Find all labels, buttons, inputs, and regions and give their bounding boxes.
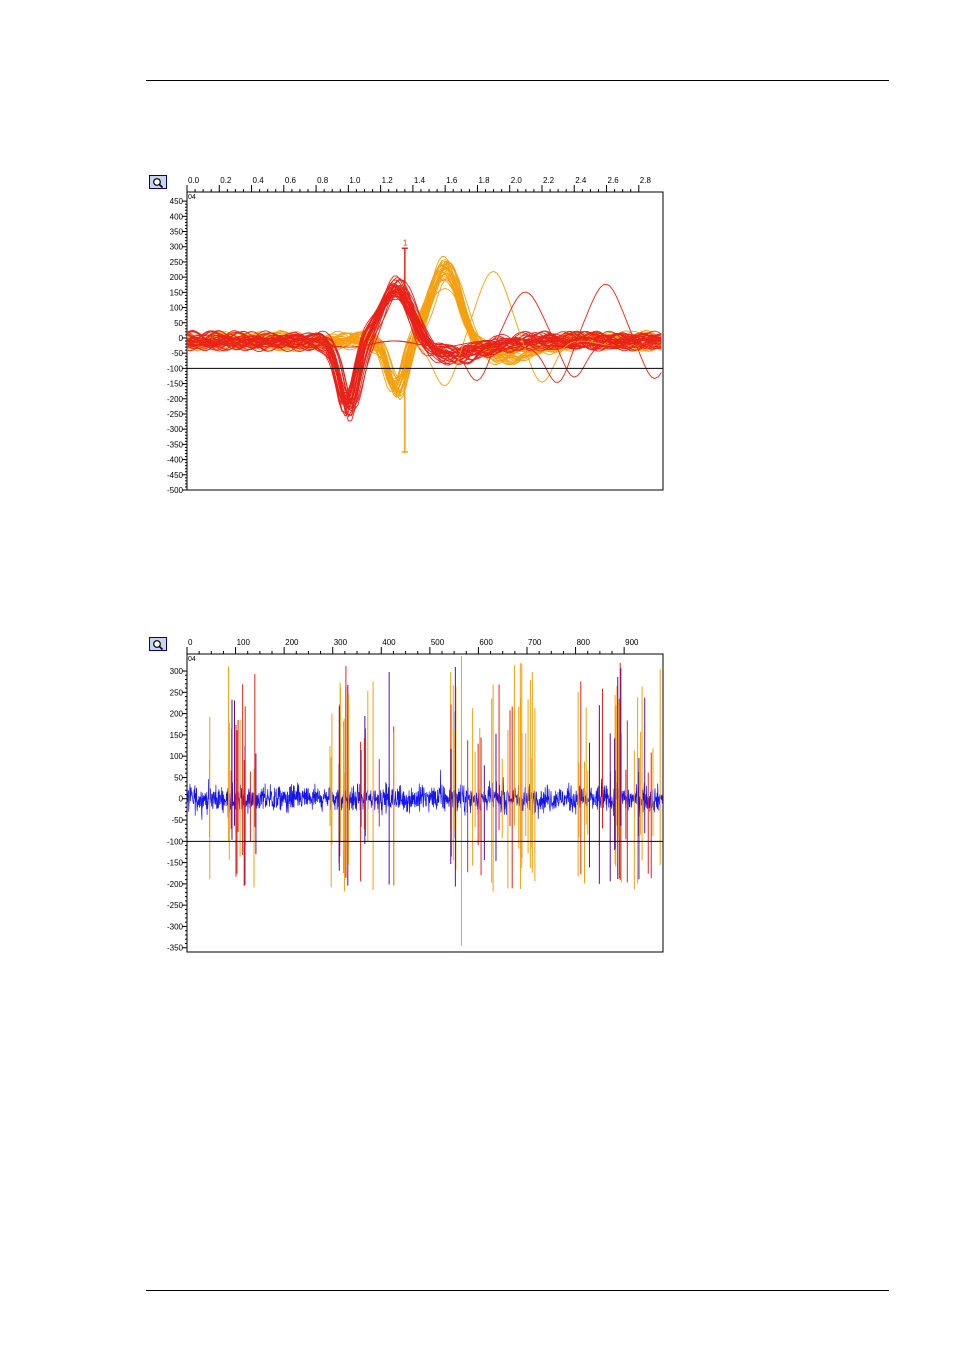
x-tick-label: 0.6 (285, 176, 297, 185)
x-tick-label: 100 (237, 638, 251, 647)
y-tick-label: -50 (171, 349, 183, 358)
y-tick-label: 200 (170, 273, 184, 282)
y-tick-label: 250 (170, 258, 184, 267)
y-tick-label: 300 (170, 243, 184, 252)
y-tick-label: 50 (174, 319, 183, 328)
x-tick-label: 900 (625, 638, 639, 647)
y-tick-label: -200 (167, 395, 184, 404)
x-tick-label: 600 (479, 638, 493, 647)
y-tick-label: -50 (171, 816, 183, 825)
y-tick-label: -100 (167, 364, 184, 373)
y-tick-label: -150 (167, 380, 184, 389)
x-tick-label: 800 (577, 638, 591, 647)
y-tick-label: -200 (167, 880, 184, 889)
magnifier-icon (153, 640, 164, 651)
x-tick-label: 200 (285, 638, 299, 647)
waveform-unit1 (187, 293, 662, 404)
waveform-unit1 (187, 295, 662, 404)
y-tick-label: 450 (170, 197, 184, 206)
magnifier-icon (153, 178, 164, 189)
raw-trace-chart: 0 100 200 300 400 500 600 700 800 900300250200150… (167, 638, 664, 953)
y-tick-label: 150 (170, 731, 184, 740)
zoom-button-1[interactable] (149, 175, 167, 189)
y-tick-label: -300 (167, 425, 184, 434)
y-tick-label: 100 (170, 304, 184, 313)
raw-trace-panel: 0 100 200 300 400 500 600 700 800 900 300 250 200 150… (140, 632, 680, 967)
y-tick-label: 250 (170, 688, 184, 697)
x-tick-label: 700 (528, 638, 542, 647)
waveform-group (187, 255, 662, 422)
x-tick-label: 1.8 (478, 176, 490, 185)
y-tick-label: 150 (170, 288, 184, 297)
corner-label: 04 (188, 656, 196, 663)
y-tick-label: -350 (167, 440, 184, 449)
y-tick-label: 0 (179, 334, 184, 343)
y-tick-label: 300 (170, 667, 184, 676)
x-tick-label: 1.6 (446, 176, 458, 185)
y-tick-label: -250 (167, 901, 184, 910)
y-tick-label: 0 (179, 795, 184, 804)
waveform-unit1 (187, 291, 662, 398)
x-tick-label: 1.4 (414, 176, 426, 185)
x-tick-label: 400 (382, 638, 396, 647)
y-tick-label: -100 (167, 837, 184, 846)
x-tick-label: 500 (431, 638, 445, 647)
y-tick-label: 100 (170, 752, 184, 761)
noise-trace (187, 769, 663, 820)
waveform-panel: 0.0 0.2 0.4 0.6 0.8 1.0 1.2 1.4 1.6 1.8 2.0 2.2 2.4 2… (140, 170, 680, 505)
y-tick-label: 200 (170, 710, 184, 719)
x-tick-label: 2.0 (511, 176, 523, 185)
waveform-outlier (187, 291, 662, 381)
x-tick-label: 1.2 (382, 176, 394, 185)
y-tick-label: -150 (167, 859, 184, 868)
x-tick-label: 1.0 (349, 176, 361, 185)
y-tick-label: -400 (167, 456, 184, 465)
zoom-button-2[interactable] (149, 637, 167, 651)
y-tick-label: -350 (167, 944, 184, 953)
header-rule (146, 80, 889, 81)
x-tick-label: 2.2 (543, 176, 555, 185)
x-tick-label: 0.8 (317, 176, 329, 185)
y-tick-label: -450 (167, 471, 184, 480)
x-tick-label: 0.2 (220, 176, 232, 185)
y-tick-label: 50 (174, 773, 183, 782)
y-tick-label: -250 (167, 410, 184, 419)
spike-waveform-chart: 0.0 0.2 0.4 0.6 0.8 1.0 1.2 1.4 1.6 1.8 2.0 2.2 2.4 2… (167, 176, 664, 495)
x-tick-label: 2.4 (575, 176, 587, 185)
y-tick-label: 400 (170, 212, 184, 221)
y-tick-label: -300 (167, 922, 184, 931)
x-tick-label: 0 (188, 638, 193, 647)
marker-label: 1 (403, 238, 408, 247)
x-tick-label: 300 (334, 638, 348, 647)
corner-label: 04 (188, 194, 196, 201)
x-tick-label: 2.8 (640, 176, 652, 185)
y-tick-label: -500 (167, 486, 184, 495)
x-tick-label: 0.0 (188, 176, 200, 185)
x-tick-label: 0.4 (253, 176, 265, 185)
x-tick-label: 2.6 (608, 176, 620, 185)
footer-rule (146, 1290, 889, 1291)
waveform-unit1 (187, 291, 662, 405)
y-tick-label: 350 (170, 228, 184, 237)
trace-group (187, 656, 663, 946)
